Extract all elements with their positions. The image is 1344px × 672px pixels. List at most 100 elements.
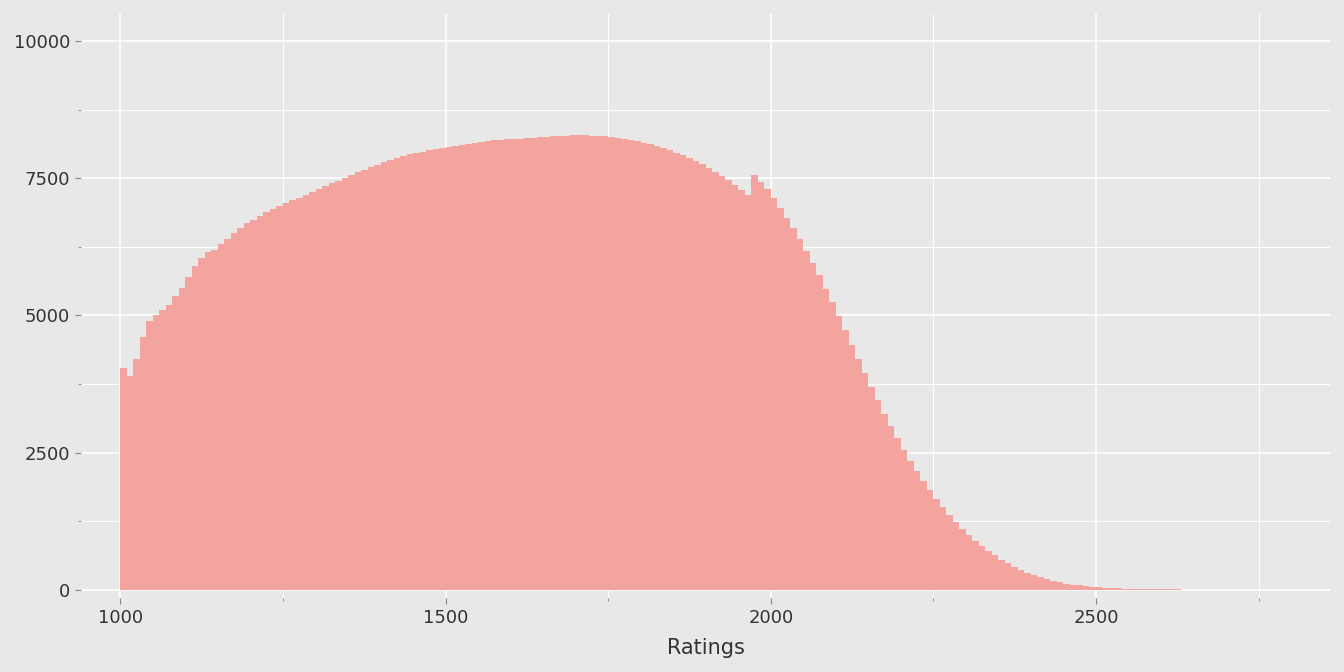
Bar: [433, 149, 439, 589]
Bar: [160, 310, 165, 589]
Bar: [726, 180, 731, 589]
Bar: [804, 251, 810, 589]
Bar: [823, 288, 829, 589]
Bar: [1083, 586, 1090, 589]
Bar: [478, 142, 485, 589]
Bar: [1024, 573, 1031, 589]
Bar: [179, 288, 185, 589]
Bar: [914, 471, 921, 589]
Bar: [257, 216, 263, 589]
Bar: [199, 258, 204, 589]
Bar: [172, 296, 179, 589]
Bar: [316, 190, 323, 589]
Bar: [653, 146, 660, 589]
Bar: [536, 137, 543, 589]
Bar: [263, 212, 270, 589]
Bar: [211, 250, 218, 589]
Bar: [680, 155, 687, 589]
Bar: [238, 228, 245, 589]
Bar: [524, 138, 530, 589]
Bar: [289, 200, 296, 589]
Bar: [706, 168, 712, 589]
Bar: [121, 368, 126, 589]
Bar: [485, 141, 491, 589]
Bar: [231, 233, 238, 589]
Bar: [875, 401, 882, 589]
Bar: [712, 172, 719, 589]
Bar: [497, 140, 504, 589]
Bar: [224, 239, 231, 589]
Bar: [355, 172, 362, 589]
Bar: [790, 228, 797, 589]
Bar: [960, 529, 966, 589]
Bar: [452, 146, 458, 589]
Bar: [185, 277, 192, 589]
Bar: [309, 192, 316, 589]
Bar: [491, 140, 497, 589]
Bar: [609, 137, 614, 589]
Bar: [341, 178, 348, 589]
Bar: [504, 140, 511, 589]
Bar: [563, 136, 569, 589]
Bar: [413, 153, 419, 589]
Bar: [192, 266, 199, 589]
Bar: [973, 540, 978, 589]
Bar: [270, 209, 277, 589]
Bar: [836, 316, 843, 589]
Bar: [758, 181, 765, 589]
Bar: [140, 337, 146, 589]
Bar: [907, 461, 914, 589]
Bar: [1017, 570, 1024, 589]
Bar: [900, 450, 907, 589]
Bar: [1038, 577, 1044, 589]
Bar: [770, 198, 777, 589]
Bar: [985, 551, 992, 589]
Bar: [348, 175, 355, 589]
Bar: [439, 149, 446, 589]
Bar: [745, 195, 751, 589]
Bar: [380, 162, 387, 589]
Bar: [323, 186, 328, 589]
Bar: [367, 167, 374, 589]
Bar: [634, 141, 641, 589]
Bar: [328, 183, 335, 589]
Bar: [946, 515, 953, 589]
Bar: [335, 181, 341, 589]
Bar: [692, 161, 699, 589]
Bar: [614, 138, 621, 589]
Bar: [1109, 588, 1116, 589]
Bar: [731, 185, 738, 589]
Bar: [1102, 588, 1109, 589]
Bar: [992, 555, 999, 589]
Bar: [641, 142, 648, 589]
Bar: [751, 175, 758, 589]
Bar: [816, 276, 823, 589]
Bar: [401, 156, 407, 589]
Bar: [126, 376, 133, 589]
Bar: [426, 151, 433, 589]
Bar: [296, 198, 302, 589]
Bar: [660, 149, 667, 589]
Bar: [387, 160, 394, 589]
Bar: [1044, 579, 1051, 589]
Bar: [719, 176, 726, 589]
Bar: [810, 263, 816, 589]
Bar: [374, 165, 380, 589]
Bar: [284, 202, 289, 589]
Bar: [673, 153, 680, 589]
Bar: [921, 481, 927, 589]
Bar: [582, 135, 589, 589]
Bar: [829, 302, 836, 589]
Bar: [894, 438, 900, 589]
Bar: [765, 190, 770, 589]
Bar: [966, 535, 973, 589]
Bar: [556, 136, 563, 589]
Bar: [1031, 575, 1038, 589]
Bar: [1095, 587, 1102, 589]
Bar: [589, 136, 595, 589]
Bar: [953, 522, 960, 589]
Bar: [419, 151, 426, 589]
Bar: [849, 345, 855, 589]
Bar: [667, 151, 673, 589]
X-axis label: Ratings: Ratings: [667, 638, 745, 658]
